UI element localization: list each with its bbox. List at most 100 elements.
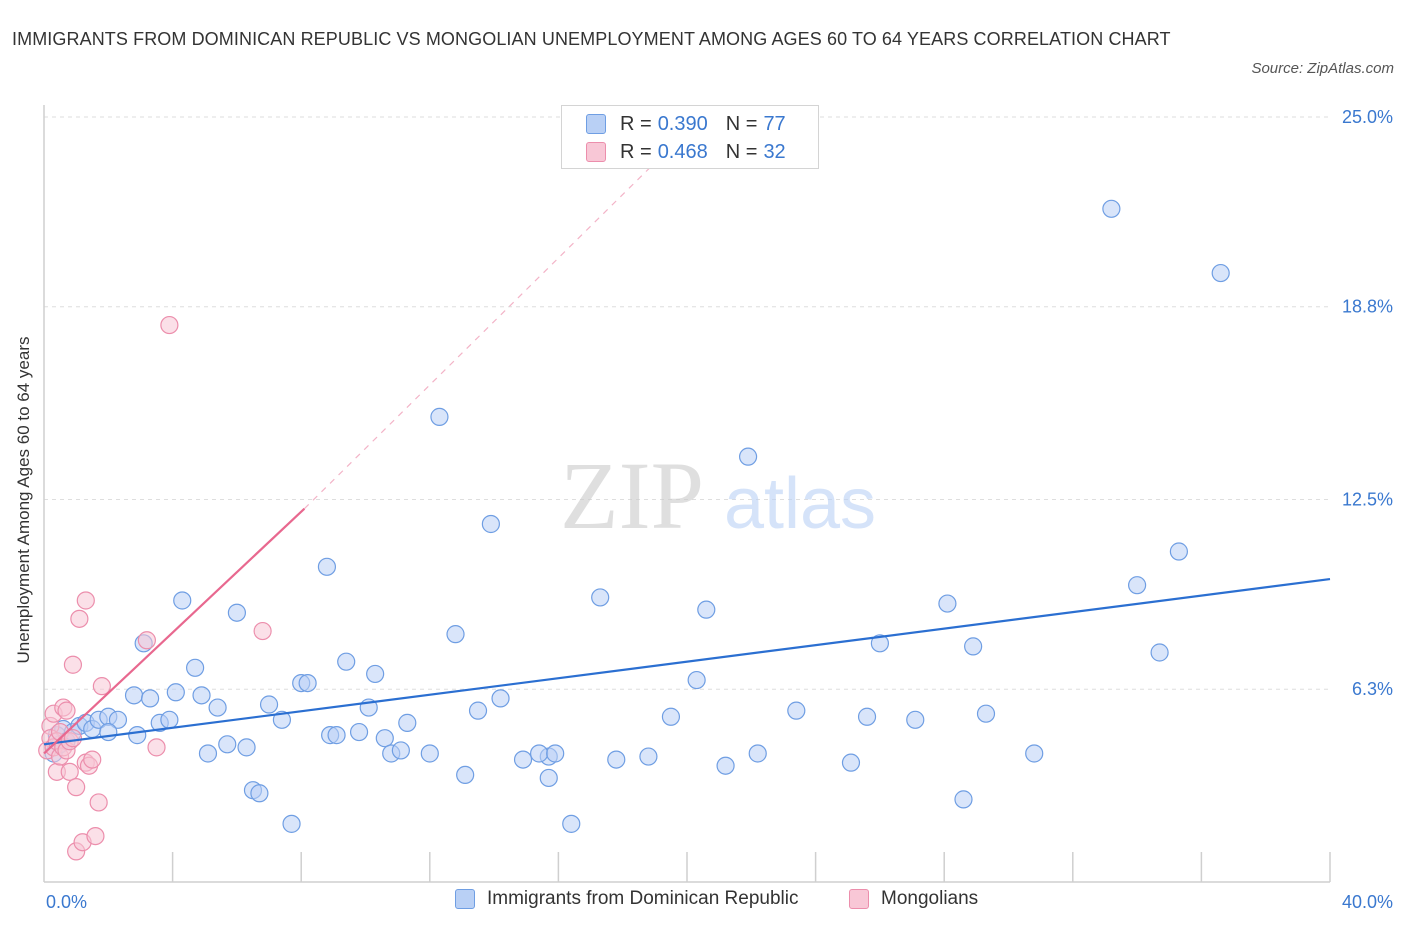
data-point-mongolians [137, 631, 156, 650]
data-point-dominican-republic [787, 701, 806, 720]
legend-r-value: 0.390 [657, 112, 708, 135]
data-point-dominican-republic [1102, 199, 1121, 218]
data-point-dominican-republic [349, 722, 369, 742]
data-point-dominican-republic [546, 744, 565, 763]
data-point-dominican-republic [697, 600, 716, 619]
data-point-dominican-republic [639, 747, 658, 766]
data-point-mongolians [147, 738, 166, 757]
data-point-mongolians [76, 591, 95, 610]
legend-swatch-blue [586, 114, 606, 134]
watermark-atlas: atlas [724, 464, 876, 544]
data-point-dominican-republic [173, 591, 192, 610]
data-point-dominican-republic [298, 673, 317, 693]
y-tick-label: 12.5% [1342, 490, 1393, 510]
data-point-dominican-republic [456, 765, 475, 785]
series-legend-item-blue: Immigrants from Dominican Republic [455, 888, 799, 910]
data-point-dominican-republic [562, 814, 581, 833]
data-point-dominican-republic [1211, 263, 1230, 283]
data-point-dominican-republic [1169, 542, 1188, 561]
data-point-mongolians [83, 750, 102, 769]
data-point-dominican-republic [198, 744, 218, 763]
data-point-mongolians [89, 793, 108, 812]
series-mongolians [38, 315, 272, 861]
data-point-dominican-republic [1150, 643, 1169, 662]
data-point-dominican-republic [108, 710, 128, 729]
data-point-mongolians [67, 778, 86, 797]
series-legend-swatch-blue [455, 889, 475, 909]
series-legend-item-pink: Mongolians [849, 888, 978, 910]
data-point-mongolians [57, 701, 76, 720]
data-point-dominican-republic [748, 744, 767, 763]
data-point-dominican-republic [591, 588, 610, 607]
data-point-dominican-republic [857, 707, 877, 726]
data-point-dominican-republic [430, 407, 449, 426]
data-point-dominican-republic [607, 750, 626, 769]
legend-n-label: N = [725, 112, 758, 135]
y-tick-label: 25.0% [1342, 107, 1393, 127]
data-point-dominican-republic [99, 722, 118, 742]
legend-swatch-pink [586, 142, 606, 162]
data-point-dominican-republic [539, 768, 558, 788]
data-point-dominican-republic [317, 557, 337, 576]
data-point-dominican-republic [337, 652, 356, 671]
watermark: ZIP atlas [560, 442, 876, 549]
data-point-dominican-republic [687, 670, 706, 690]
series-legend-label-pink: Mongolians [881, 888, 979, 909]
data-point-mongolians [160, 315, 179, 335]
data-point-mongolians [70, 609, 89, 628]
data-point-mongolians [253, 621, 272, 641]
data-point-dominican-republic [237, 738, 256, 757]
data-point-dominican-republic [124, 686, 144, 705]
legend-n-value: 32 [763, 140, 786, 163]
data-point-dominican-republic [218, 735, 237, 754]
data-point-dominican-republic [530, 744, 549, 763]
data-point-dominican-republic [140, 689, 160, 708]
data-point-dominican-republic [250, 784, 269, 803]
data-point-dominican-republic [446, 625, 465, 644]
data-point-dominican-republic [192, 686, 211, 705]
tick-labels: 6.3% 12.5% 18.8% 25.0% 0.0% 40.0% [46, 107, 1393, 912]
data-point-dominican-republic [391, 741, 410, 760]
data-point-dominican-republic [166, 683, 185, 702]
data-point-dominican-republic [468, 701, 488, 720]
data-point-dominican-republic [227, 603, 246, 622]
trendline-mongolians-extension [303, 165, 653, 510]
data-point-dominican-republic [375, 729, 394, 748]
data-point-dominican-republic [738, 447, 758, 466]
x-tick-label: 0.0% [46, 892, 87, 912]
data-point-mongolians [60, 762, 79, 781]
data-point-mongolians [63, 729, 83, 748]
data-point-dominican-republic [398, 713, 417, 732]
trendline-dominican-republic [43, 577, 1331, 746]
trend-lines [43, 165, 1331, 755]
trendline-mongolians [43, 507, 306, 755]
legend-n-label: N = [725, 140, 758, 163]
data-point-dominican-republic [186, 658, 205, 677]
data-point-dominican-republic [938, 594, 957, 613]
data-point-dominican-republic [481, 514, 500, 534]
legend-n-value: 77 [763, 112, 786, 135]
data-point-dominican-republic [208, 698, 227, 717]
data-point-dominican-republic [282, 814, 301, 833]
data-point-dominican-republic [1025, 744, 1044, 763]
series-legend: Immigrants from Dominican Republic Mongo… [0, 888, 1406, 916]
legend-row-blue: R = 0.390 N = 77 [586, 111, 786, 137]
data-point-mongolians [63, 655, 83, 674]
data-point-dominican-republic [716, 756, 735, 775]
data-point-dominican-republic [272, 710, 292, 729]
data-point-dominican-republic [513, 750, 533, 769]
legend-r-label: R = [620, 140, 652, 163]
data-point-dominican-republic [661, 707, 681, 726]
correlation-legend: R = 0.390 N = 77 R = 0.468 N = 32 [561, 105, 819, 169]
data-point-mongolians [92, 677, 111, 696]
legend-r-label: R = [620, 112, 652, 135]
data-point-dominican-republic [327, 726, 346, 745]
data-point-dominican-republic [976, 704, 996, 723]
data-point-dominican-republic [128, 726, 147, 745]
watermark-zip: ZIP [560, 442, 704, 549]
data-point-dominican-republic [870, 634, 890, 653]
data-point-dominican-republic [841, 753, 861, 772]
data-point-dominican-republic [954, 790, 973, 809]
source-credit: Source: ZipAtlas.com [1251, 60, 1394, 77]
